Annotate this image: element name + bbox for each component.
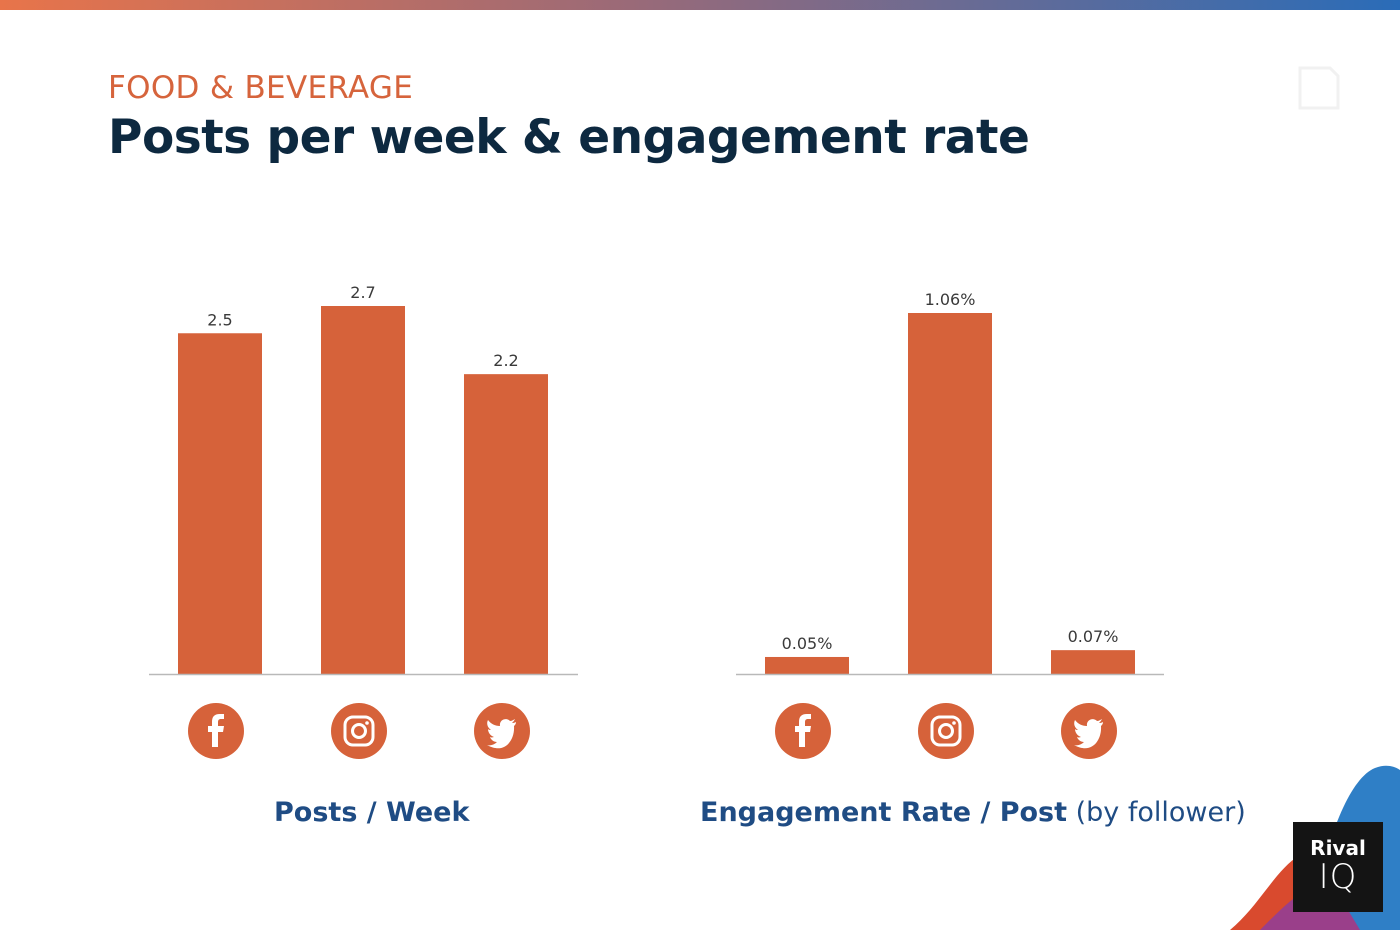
engagement-axis-title-bold: Engagement Rate / Post	[700, 797, 1068, 828]
instagram-icon	[918, 703, 974, 759]
brand-line2: IQ	[1318, 857, 1358, 897]
data-label: 2.2	[493, 351, 518, 370]
data-label: 2.5	[207, 310, 232, 329]
bar-instagram	[908, 313, 992, 674]
posts-week-axis-title-bold: Posts / Week	[274, 797, 470, 828]
page-title: Posts per week & engagement rate	[108, 110, 1030, 165]
faint-logo-icon	[1298, 66, 1340, 110]
posts-week-axis-title: Posts / Week	[274, 797, 469, 828]
data-label: 0.05%	[782, 634, 833, 653]
posts-per-week-chart: 2.5 2.7 2.2	[149, 283, 578, 759]
twitter-icon	[474, 703, 530, 759]
bar-facebook	[178, 333, 262, 674]
instagram-icon-circle	[918, 703, 974, 759]
top-gradient-bar	[0, 0, 1400, 10]
bar-instagram	[321, 306, 405, 674]
facebook-icon	[188, 703, 244, 759]
engagement-axis-title-note: (by follower)	[1075, 797, 1246, 828]
instagram-icon	[331, 703, 387, 759]
category-label: FOOD & BEVERAGE	[108, 70, 414, 106]
data-label: 1.06%	[925, 290, 976, 309]
engagement-axis-title: Engagement Rate / Post (by follower)	[700, 797, 1246, 828]
bar-twitter	[464, 374, 548, 674]
facebook-icon	[775, 703, 831, 759]
data-label: 0.07%	[1068, 627, 1119, 646]
bar-twitter	[1051, 650, 1135, 674]
data-label: 2.7	[350, 283, 375, 302]
engagement-rate-chart: 0.05% 1.06% 0.07%	[736, 290, 1164, 759]
bar-facebook	[765, 656, 849, 674]
instagram-icon-circle	[331, 703, 387, 759]
twitter-icon	[1061, 703, 1117, 759]
brand-line1: Rival	[1310, 836, 1366, 860]
rival-iq-logo: Rival IQ	[1293, 822, 1383, 912]
